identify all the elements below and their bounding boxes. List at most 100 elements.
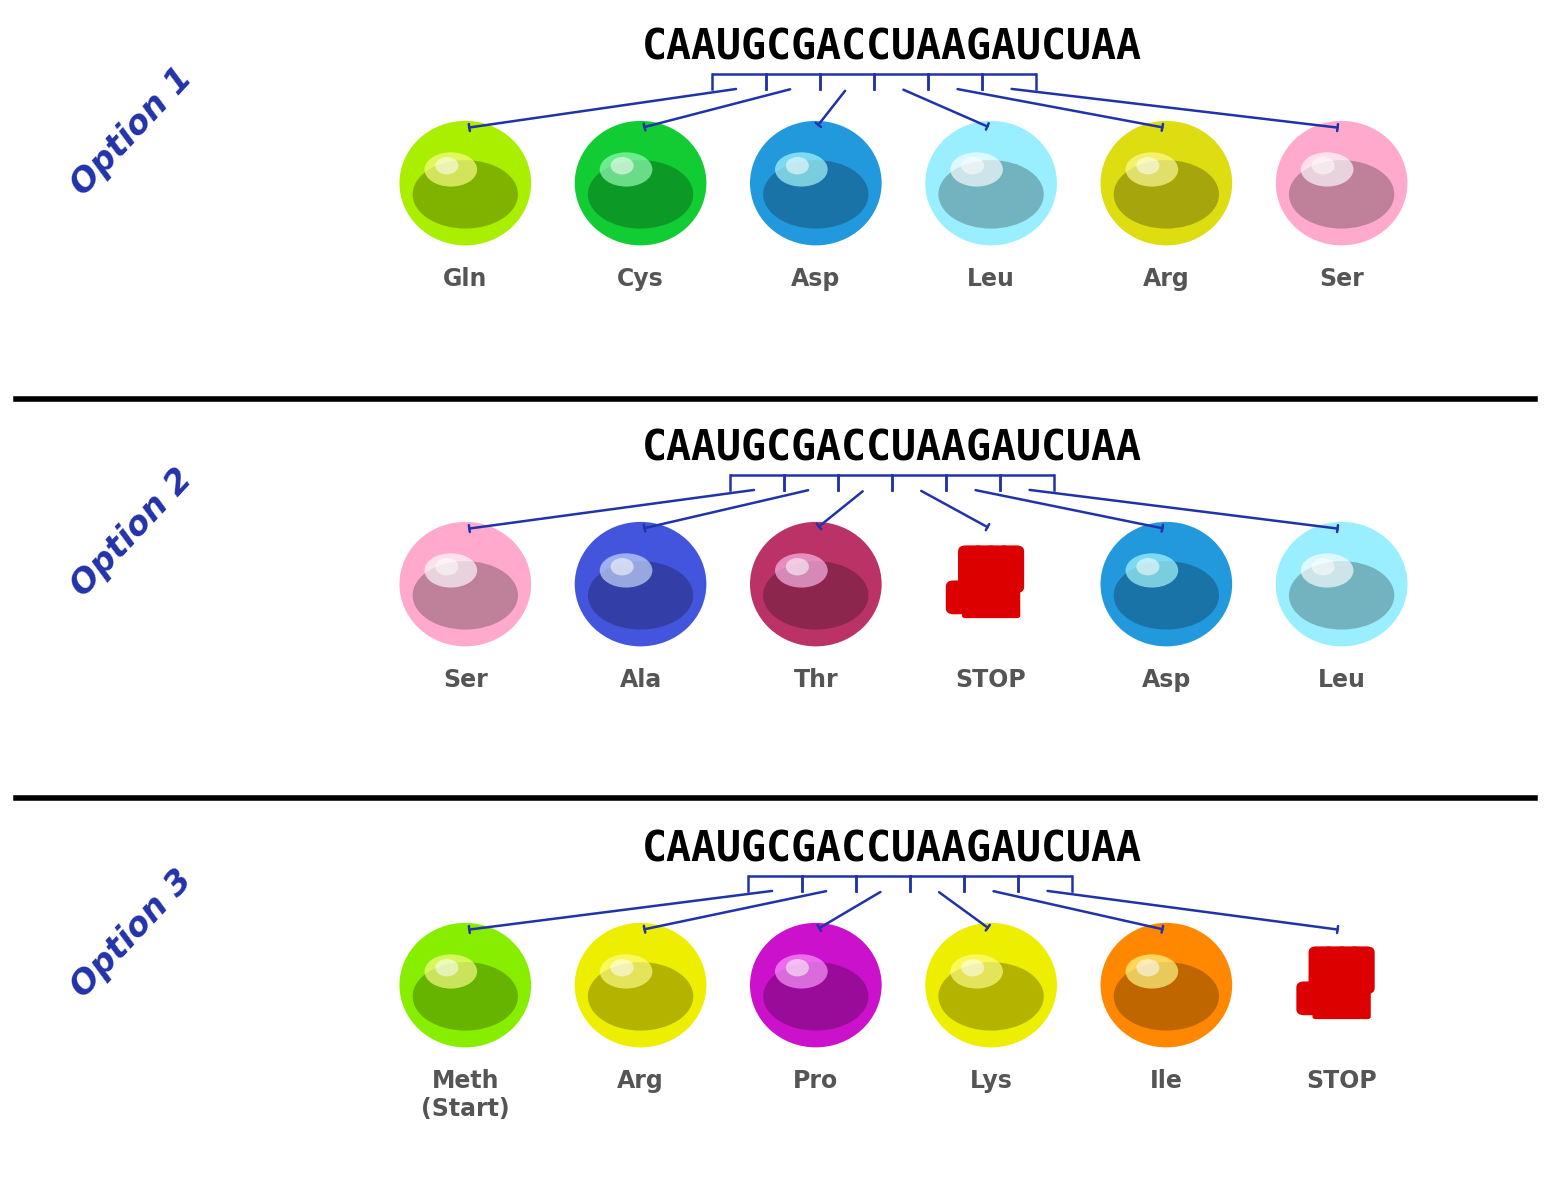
Text: Cys: Cys <box>617 267 664 291</box>
FancyBboxPatch shape <box>1309 947 1335 994</box>
Text: STOP: STOP <box>955 668 1027 692</box>
Ellipse shape <box>1101 923 1231 1047</box>
Ellipse shape <box>425 152 478 187</box>
Ellipse shape <box>951 152 1003 187</box>
Text: Leu: Leu <box>1318 668 1365 692</box>
Ellipse shape <box>1289 160 1394 229</box>
Text: Gln: Gln <box>444 267 487 291</box>
Ellipse shape <box>962 959 985 977</box>
Ellipse shape <box>1101 121 1231 245</box>
Text: Meth
(Start): Meth (Start) <box>420 1069 510 1120</box>
Ellipse shape <box>1137 157 1160 175</box>
Ellipse shape <box>926 923 1056 1047</box>
FancyBboxPatch shape <box>946 581 977 614</box>
Text: Asp: Asp <box>791 267 841 291</box>
Ellipse shape <box>751 923 881 1047</box>
Ellipse shape <box>951 954 1003 989</box>
Ellipse shape <box>436 558 459 576</box>
Ellipse shape <box>413 962 518 1031</box>
FancyBboxPatch shape <box>1312 983 1371 1019</box>
FancyBboxPatch shape <box>983 546 1011 593</box>
FancyBboxPatch shape <box>1348 947 1374 994</box>
Ellipse shape <box>776 553 828 588</box>
Ellipse shape <box>611 959 634 977</box>
Text: STOP: STOP <box>1306 1069 1377 1093</box>
Text: Ser: Ser <box>444 668 487 692</box>
Ellipse shape <box>413 561 518 630</box>
Text: Ala: Ala <box>619 668 662 692</box>
Ellipse shape <box>1137 558 1160 576</box>
Ellipse shape <box>400 121 530 245</box>
Ellipse shape <box>588 962 693 1031</box>
Ellipse shape <box>575 923 706 1047</box>
Ellipse shape <box>1126 954 1179 989</box>
Ellipse shape <box>1312 157 1335 175</box>
Text: Ser: Ser <box>1320 267 1363 291</box>
Ellipse shape <box>588 160 693 229</box>
Text: Option 2: Option 2 <box>65 462 199 603</box>
Text: Option 3: Option 3 <box>65 863 199 1004</box>
Text: Option 1: Option 1 <box>65 61 199 202</box>
Text: Asp: Asp <box>1142 668 1191 692</box>
Ellipse shape <box>1137 959 1160 977</box>
Ellipse shape <box>938 962 1044 1031</box>
FancyBboxPatch shape <box>1334 947 1362 994</box>
Text: Lys: Lys <box>969 1069 1013 1093</box>
FancyBboxPatch shape <box>997 546 1024 593</box>
Ellipse shape <box>575 522 706 646</box>
Ellipse shape <box>1301 152 1354 187</box>
Ellipse shape <box>1312 558 1335 576</box>
Ellipse shape <box>600 954 653 989</box>
Text: Arg: Arg <box>617 1069 664 1093</box>
Ellipse shape <box>763 160 869 229</box>
Text: Ile: Ile <box>1149 1069 1183 1093</box>
Text: CAAUGCGACCUAAGAUCUAA: CAAUGCGACCUAAGAUCUAA <box>642 26 1142 69</box>
Ellipse shape <box>600 553 653 588</box>
Ellipse shape <box>1114 561 1219 630</box>
Ellipse shape <box>763 962 869 1031</box>
Ellipse shape <box>425 954 478 989</box>
FancyBboxPatch shape <box>971 546 999 593</box>
Ellipse shape <box>776 954 828 989</box>
Ellipse shape <box>1276 121 1407 245</box>
Ellipse shape <box>786 157 810 175</box>
Text: Thr: Thr <box>794 668 838 692</box>
Ellipse shape <box>413 160 518 229</box>
Ellipse shape <box>751 121 881 245</box>
FancyBboxPatch shape <box>1321 947 1349 994</box>
Ellipse shape <box>938 160 1044 229</box>
Ellipse shape <box>611 157 634 175</box>
Text: Leu: Leu <box>968 267 1014 291</box>
Text: CAAUGCGACCUAAGAUCUAA: CAAUGCGACCUAAGAUCUAA <box>642 828 1142 871</box>
Ellipse shape <box>1276 522 1407 646</box>
Ellipse shape <box>588 561 693 630</box>
Ellipse shape <box>425 553 478 588</box>
Ellipse shape <box>436 157 459 175</box>
Ellipse shape <box>1114 160 1219 229</box>
Ellipse shape <box>1126 152 1179 187</box>
Ellipse shape <box>786 558 810 576</box>
Ellipse shape <box>400 522 530 646</box>
Ellipse shape <box>751 522 881 646</box>
Ellipse shape <box>962 157 985 175</box>
FancyBboxPatch shape <box>959 546 985 593</box>
Text: Pro: Pro <box>793 1069 839 1093</box>
Ellipse shape <box>1114 962 1219 1031</box>
Text: CAAUGCGACCUAAGAUCUAA: CAAUGCGACCUAAGAUCUAA <box>642 427 1142 470</box>
Ellipse shape <box>1289 561 1394 630</box>
Ellipse shape <box>926 121 1056 245</box>
Ellipse shape <box>611 558 634 576</box>
Text: Arg: Arg <box>1143 267 1190 291</box>
Ellipse shape <box>575 121 706 245</box>
Ellipse shape <box>1101 522 1231 646</box>
FancyBboxPatch shape <box>1297 982 1328 1015</box>
Ellipse shape <box>400 923 530 1047</box>
Ellipse shape <box>786 959 810 977</box>
Ellipse shape <box>763 561 869 630</box>
FancyBboxPatch shape <box>962 582 1021 618</box>
Ellipse shape <box>436 959 459 977</box>
Ellipse shape <box>776 152 828 187</box>
Ellipse shape <box>1126 553 1179 588</box>
Ellipse shape <box>1301 553 1354 588</box>
Ellipse shape <box>600 152 653 187</box>
